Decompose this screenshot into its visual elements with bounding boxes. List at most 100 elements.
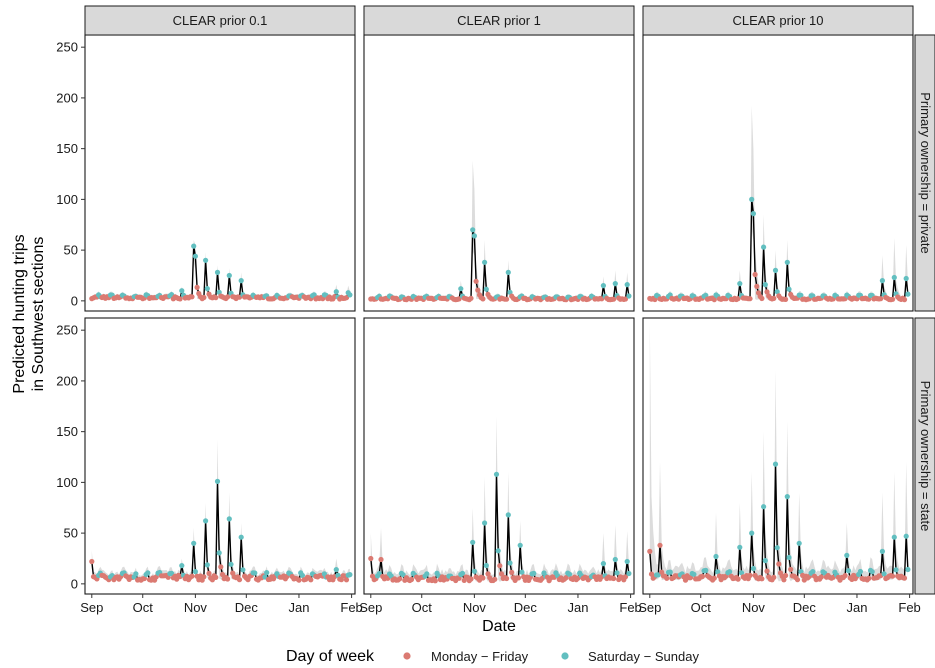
point-weekend (203, 257, 209, 263)
point-weekday (890, 573, 896, 579)
point-weekday (890, 296, 896, 302)
legend-weekday-key (403, 652, 411, 660)
point-weekday (189, 573, 195, 579)
point-weekend (519, 569, 525, 575)
x-tick-label: Jan (288, 600, 309, 615)
point-weekday (818, 574, 824, 580)
y-tick-label: 0 (71, 576, 78, 591)
point-weekend (612, 556, 618, 563)
point-weekend (691, 571, 697, 577)
y-tick-label: 200 (56, 90, 78, 105)
point-weekend (226, 272, 232, 279)
x-tick-label: Jan (846, 600, 867, 615)
panel-background (363, 34, 635, 312)
point-weekday (711, 575, 717, 581)
point-weekday (308, 577, 314, 583)
legend-title: Day of week (286, 648, 375, 665)
point-weekday (687, 575, 694, 581)
point-weekend (505, 269, 511, 275)
point-weekday (189, 294, 195, 300)
point-weekend (191, 243, 197, 249)
y-tick-label: 100 (56, 475, 78, 490)
panel-r0-c2 (642, 34, 914, 312)
strip-col-1: CLEAR prior 1 (363, 5, 635, 36)
point-weekend (471, 233, 477, 239)
point-weekend (624, 282, 630, 288)
point-weekend (191, 540, 197, 546)
point-weekend (252, 570, 258, 576)
point-weekend (495, 548, 501, 554)
x-axis-title: Date (482, 618, 516, 635)
strip-col-0: CLEAR prior 0.1 (84, 5, 356, 36)
y-tick-label: 50 (64, 243, 78, 258)
point-weekend (482, 259, 488, 265)
point-weekend (857, 568, 864, 575)
point-weekday (664, 575, 670, 581)
y-tick-label: 0 (71, 293, 78, 308)
x-tick-label: Dec (793, 600, 817, 615)
x-tick-label: Sep (638, 600, 661, 615)
y-tick-label: 50 (64, 526, 78, 541)
panel-r0-c0: 0 50 100 150 200 250 (56, 34, 356, 312)
panels-layer: 0 50 100 150 200 250 0 50 100 150 200 250 Sep Oct Nov D… (56, 34, 921, 615)
x-tick-label: Oct (133, 600, 154, 615)
point-weekday (408, 576, 415, 583)
point-weekend (192, 569, 198, 575)
point-weekend (612, 281, 618, 287)
point-weekend (750, 211, 757, 217)
point-weekend (400, 572, 406, 578)
point-weekday (759, 295, 765, 302)
point-weekday (842, 573, 848, 579)
point-weekend (903, 533, 909, 539)
point-weekday (781, 577, 787, 583)
strip-col-1-label: CLEAR prior 1 (457, 13, 541, 28)
strip-row-1-label: Primary ownership = state (918, 381, 933, 532)
point-weekend (614, 570, 620, 576)
point-weekend (216, 550, 222, 556)
point-weekend (482, 520, 488, 526)
point-weekend (727, 569, 733, 575)
x-tick-label: Oct (412, 600, 433, 615)
point-weekend (483, 286, 489, 292)
point-weekday (611, 575, 617, 582)
point-weekday (492, 576, 498, 582)
point-weekday (485, 571, 491, 577)
point-weekend (347, 292, 353, 298)
point-weekend (179, 288, 185, 294)
point-weekend (749, 196, 755, 202)
point-weekday (194, 284, 200, 290)
x-tick-label: Nov (463, 600, 487, 615)
y-tick-label: 150 (56, 424, 78, 439)
x-tick-label: Nov (742, 600, 766, 615)
point-weekday (652, 296, 658, 303)
x-tick-label: Jan (567, 600, 588, 615)
point-weekend (507, 560, 513, 566)
strip-col-0-label: CLEAR prior 0.1 (173, 13, 268, 28)
point-weekend (203, 518, 209, 524)
point-weekday (735, 296, 741, 302)
y-axis-title-line-2: in Southwest sections (30, 237, 47, 392)
point-weekend (762, 558, 768, 564)
y-tick-label: 250 (56, 323, 78, 338)
point-weekend (179, 563, 185, 569)
point-weekend (905, 291, 911, 297)
point-weekend (796, 540, 802, 546)
point-weekend (737, 544, 743, 550)
x-tick-label: Sep (359, 600, 382, 615)
point-weekend (517, 542, 523, 548)
point-weekend (505, 512, 511, 518)
y-axis-title-line-1: Predicted hunting trips (11, 234, 28, 393)
point-weekend (459, 570, 466, 577)
x-tick-label: Dec (514, 600, 538, 615)
point-weekday (213, 574, 219, 581)
point-weekday (338, 577, 344, 583)
row-strips: Primary ownership = private Primary owne… (914, 34, 935, 595)
strip-col-0-bg (84, 5, 356, 36)
x-tick-label: Feb (898, 600, 920, 615)
point-weekend (845, 568, 852, 574)
point-weekend (626, 293, 632, 299)
point-weekday (497, 563, 503, 569)
point-weekday (343, 577, 350, 583)
point-weekend (470, 539, 476, 545)
point-weekend (600, 283, 607, 289)
